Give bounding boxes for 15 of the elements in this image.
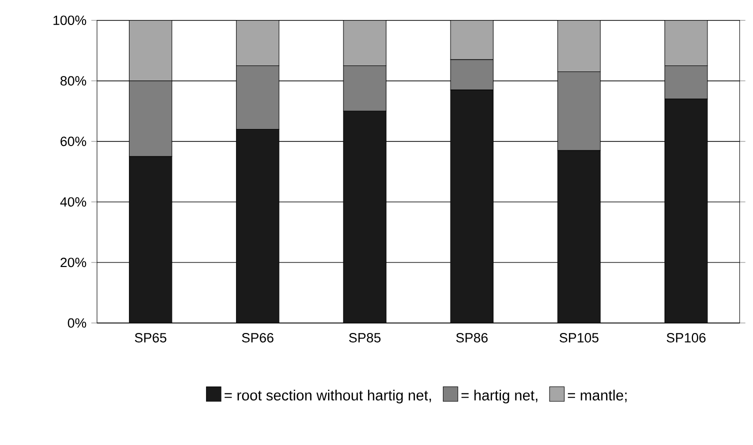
y-tick-label: 100% [54,16,86,26]
legend-label: = mantle; [568,390,627,402]
legend-label: = hartig net, [461,390,538,404]
legend-label: = root section without hartig net, [224,390,431,404]
x-tick-label: SP106 [666,333,706,342]
x-tick-label: SP86 [456,333,488,342]
x-tick-label: SP105 [560,333,598,342]
y-tick-label: 80% [60,76,86,86]
x-tick-label: SP66 [242,333,274,342]
x-tick-label: SP65 [134,333,166,342]
y-tick-label: 40% [60,197,86,207]
x-tick-label: SP85 [349,333,381,342]
y-tick-label: 20% [60,258,86,268]
y-tick-label: 0% [68,318,86,328]
y-tick-label: 60% [60,136,86,146]
